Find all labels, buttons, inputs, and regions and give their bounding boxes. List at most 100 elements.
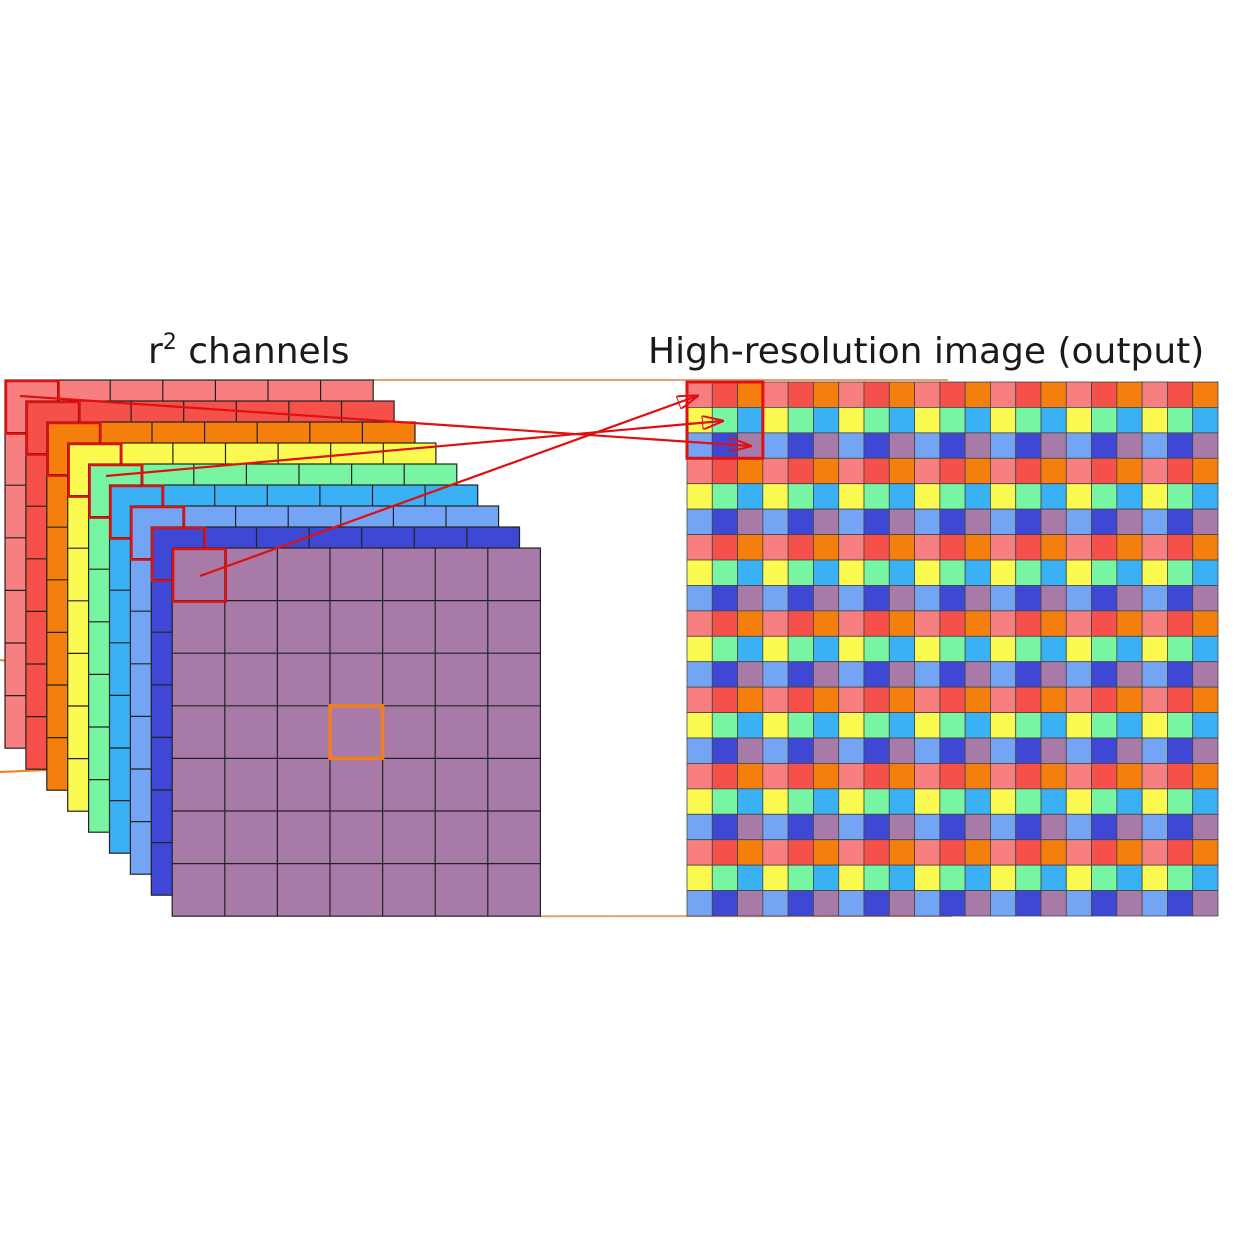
output-pixel — [914, 864, 941, 891]
output-pixel — [990, 534, 1017, 561]
output-pixel — [939, 483, 966, 510]
output-pixel — [863, 559, 890, 586]
output-pixel — [787, 763, 814, 790]
output-pixel — [787, 381, 814, 408]
output-pixel — [964, 661, 991, 688]
output-pixel — [813, 686, 840, 713]
output-pixel — [1091, 712, 1118, 739]
output-pixel — [737, 635, 764, 663]
output-pixel — [888, 534, 915, 561]
output-pixel — [1091, 508, 1118, 535]
output-pixel — [1167, 407, 1194, 434]
output-pixel — [813, 457, 840, 485]
output-pixel — [711, 788, 738, 815]
output-pixel — [1167, 712, 1194, 739]
output-pixel — [1040, 483, 1067, 510]
output-pixel — [1040, 610, 1067, 637]
output-pixel — [838, 661, 865, 688]
output-pixel — [838, 457, 865, 485]
output-pixel — [1167, 508, 1194, 535]
output-pixel — [686, 508, 713, 535]
output-pixel — [1116, 381, 1143, 408]
output-pixel — [686, 457, 713, 485]
output-pixel — [888, 635, 915, 663]
output-pixel — [1015, 457, 1042, 485]
output-pixel — [990, 407, 1017, 434]
output-pixel — [1192, 813, 1219, 841]
output-pixel — [1040, 381, 1067, 408]
output-pixel — [939, 788, 966, 815]
output-pixel — [1015, 737, 1042, 764]
output-pixel — [711, 763, 738, 790]
output-pixel — [863, 661, 890, 688]
output-pixel — [737, 890, 764, 917]
output-pixel — [914, 559, 941, 586]
channel-layer-fill — [171, 547, 542, 917]
output-pixel — [1116, 686, 1143, 713]
output-pixel — [838, 763, 865, 790]
output-pixel — [990, 712, 1017, 739]
zoom-square — [328, 704, 385, 761]
output-pixel — [888, 381, 915, 408]
output-pixel — [1192, 534, 1219, 561]
output-pixel — [838, 839, 865, 866]
output-pixel — [1116, 407, 1143, 434]
output-pixel — [787, 864, 814, 891]
output-pixel — [1015, 610, 1042, 637]
output-pixel — [1167, 559, 1194, 586]
output-pixel — [686, 559, 713, 586]
output-pixel — [1192, 610, 1219, 637]
output-pixel — [787, 585, 814, 612]
output-pixel — [787, 635, 814, 663]
output-pixel — [686, 534, 713, 561]
output-pixel — [787, 457, 814, 485]
output-pixel — [964, 508, 991, 535]
output-pixel — [1141, 381, 1168, 408]
output-pixel — [1192, 890, 1219, 917]
output-pixel — [1116, 763, 1143, 790]
channel-first-cell-outline — [171, 547, 228, 603]
output-pixel — [863, 813, 890, 841]
output-pixel — [813, 534, 840, 561]
output-pixel — [1167, 864, 1194, 891]
output-pixel — [1065, 483, 1092, 510]
output-pixel — [838, 508, 865, 535]
output-pixel — [888, 839, 915, 866]
output-pixel — [686, 788, 713, 815]
output-pixel — [1141, 890, 1168, 917]
output-pixel — [1192, 839, 1219, 866]
output-pixel — [838, 483, 865, 510]
output-pixel — [1167, 432, 1194, 459]
output-pixel — [914, 483, 941, 510]
output-pixel — [1167, 635, 1194, 663]
output-pixel — [762, 686, 789, 713]
output-pixel — [1141, 661, 1168, 688]
output-pixel — [1167, 839, 1194, 866]
output-pixel — [787, 661, 814, 688]
output-pixel — [964, 813, 991, 841]
output-pixel — [1116, 635, 1143, 663]
output-pixel — [1192, 864, 1219, 891]
output-pixel — [686, 890, 713, 917]
output-pixel — [711, 407, 738, 434]
output-pixel — [964, 839, 991, 866]
output-pixel — [1015, 483, 1042, 510]
output-pixel — [1091, 763, 1118, 790]
output-pixel — [1167, 661, 1194, 688]
output-pixel — [914, 381, 941, 408]
output-pixel — [813, 737, 840, 764]
output-pixel — [1141, 712, 1168, 739]
output-pixel — [737, 864, 764, 891]
output-pixel — [964, 712, 991, 739]
output-pixel — [964, 686, 991, 713]
output-pixel — [990, 483, 1017, 510]
output-pixel — [813, 788, 840, 815]
output-pixel — [1141, 585, 1168, 612]
output-pixel — [939, 864, 966, 891]
output-pixel — [1141, 610, 1168, 637]
output-pixel — [1167, 585, 1194, 612]
output-pixel — [888, 585, 915, 612]
output-pixel — [914, 508, 941, 535]
output-pixel — [990, 457, 1017, 485]
output-pixel — [1015, 788, 1042, 815]
